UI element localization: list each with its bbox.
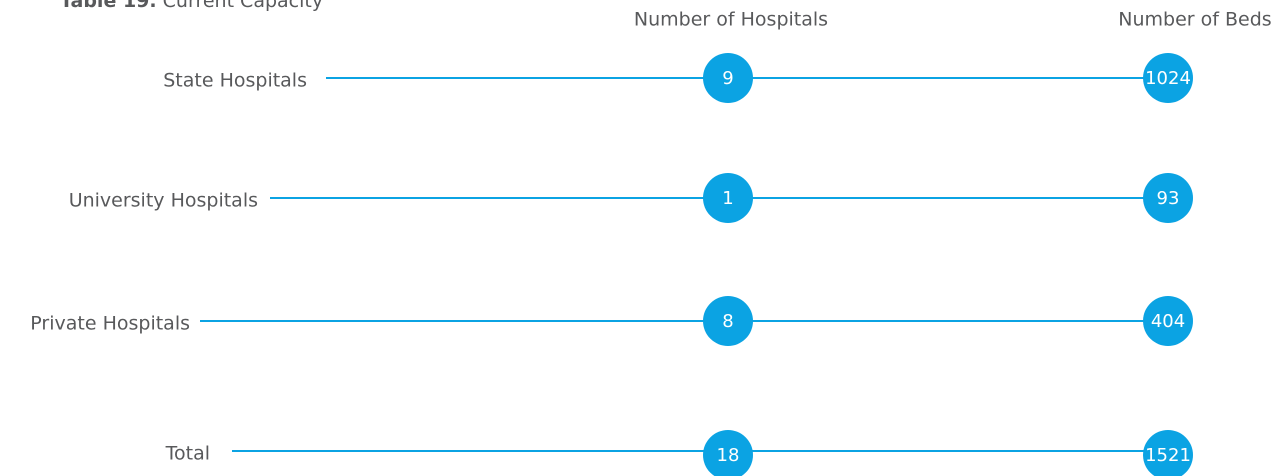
beds-circle [1143,430,1193,476]
row-label: Total [165,443,210,465]
beds-value: 404 [1151,311,1185,332]
row-label: Private Hospitals [30,313,190,335]
beds-circle [1143,296,1193,346]
beds-circle [1143,173,1193,223]
hospitals-value: 9 [722,68,733,89]
beds-value: 1024 [1145,68,1191,89]
row-label: State Hospitals [163,70,307,92]
beds-circle [1143,53,1193,103]
beds-value: 1521 [1145,445,1191,466]
hospitals-value: 1 [722,188,733,209]
title-text: Current Capacity [163,0,323,12]
row-label: University Hospitals [69,190,258,212]
title-label: Table 19. [60,0,157,12]
hospitals-value: 8 [722,311,733,332]
hospitals-circle [703,173,753,223]
hospitals-circle [703,296,753,346]
column-header: Number of Beds [1118,9,1271,31]
hospitals-circle [703,53,753,103]
beds-value: 93 [1157,188,1180,209]
table-title: Table 19. Current Capacity [60,0,323,12]
column-header: Number of Hospitals [634,9,828,31]
hospitals-circle [703,430,753,476]
hospitals-value: 18 [717,445,740,466]
